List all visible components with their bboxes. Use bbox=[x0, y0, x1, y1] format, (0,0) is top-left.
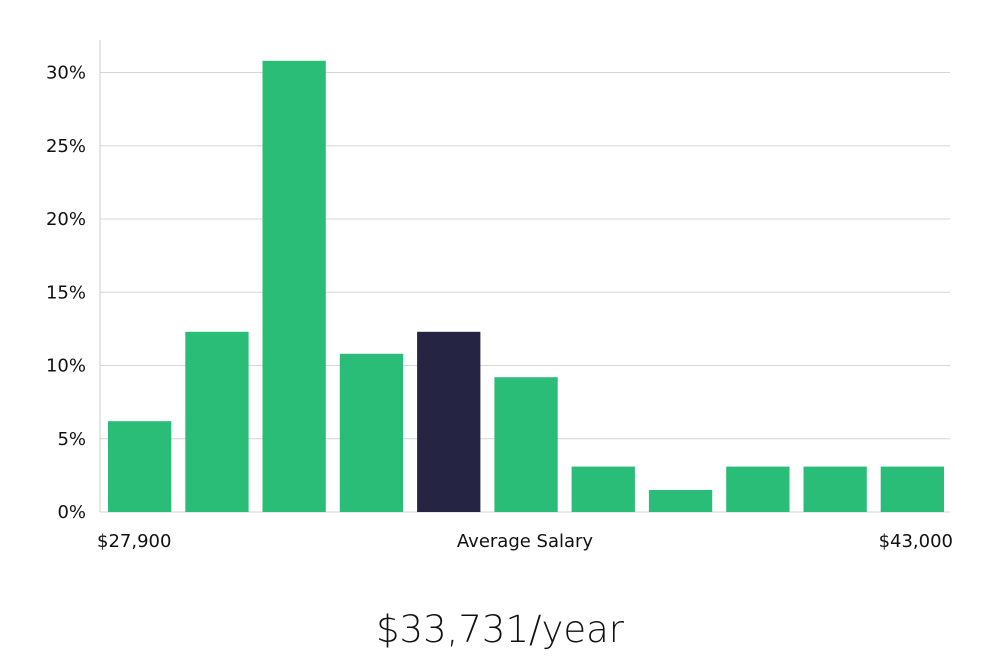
y-tick-labels: 0% 5% 10% 15% 20% 25% 30% bbox=[46, 63, 86, 524]
bar bbox=[185, 331, 249, 512]
x-label-average-salary: Average Salary bbox=[457, 531, 594, 552]
x-label-min: $27,900 bbox=[97, 531, 171, 552]
bar bbox=[648, 490, 713, 512]
average-salary-value: $33,731/year bbox=[375, 608, 624, 651]
bar bbox=[339, 353, 404, 512]
bar bbox=[726, 466, 790, 512]
bars bbox=[108, 60, 944, 513]
bar bbox=[262, 60, 326, 513]
salary-histogram: 0% 5% 10% 15% 20% 25% 30% $27,900 Average Sala… bbox=[46, 40, 953, 552]
bar bbox=[108, 421, 172, 512]
bar-average-salary bbox=[417, 331, 481, 512]
bar bbox=[803, 466, 867, 512]
x-label-max: $43,000 bbox=[879, 531, 953, 552]
y-tick-label: 20% bbox=[46, 209, 86, 230]
y-tick-label: 0% bbox=[57, 502, 86, 523]
y-tick-label: 15% bbox=[46, 282, 86, 303]
bar bbox=[880, 466, 944, 512]
y-tick-label: 10% bbox=[46, 356, 86, 377]
bar bbox=[571, 466, 635, 512]
bar bbox=[494, 377, 558, 512]
y-tick-label: 25% bbox=[46, 136, 86, 157]
y-tick-label: 30% bbox=[46, 63, 86, 84]
y-tick-label: 5% bbox=[57, 429, 86, 450]
